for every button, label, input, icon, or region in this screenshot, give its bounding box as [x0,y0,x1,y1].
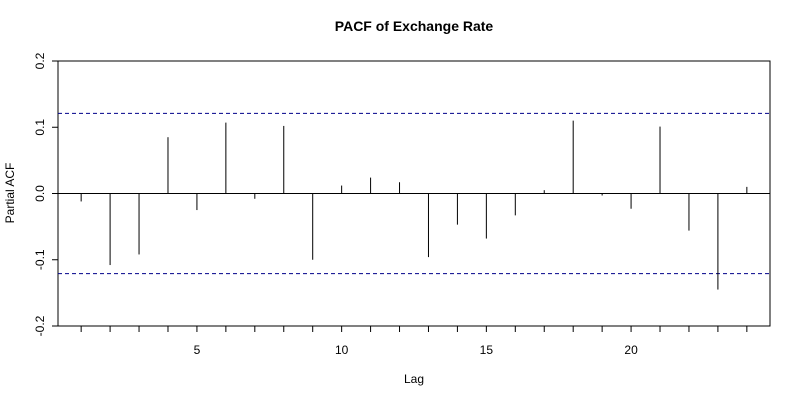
x-axis-label: Lag [404,372,424,386]
x-tick-label: 15 [480,343,494,357]
chart-title: PACF of Exchange Rate [335,18,494,34]
x-tick-label: 5 [194,343,201,357]
x-tick-label: 20 [624,343,638,357]
y-axis-label: Partial ACF [3,163,17,224]
y-tick-label: 0.0 [33,185,47,202]
y-tick-label: 0.1 [33,119,47,136]
y-tick-label: -0.1 [33,249,47,270]
y-tick-label: -0.2 [33,315,47,336]
x-tick-label: 10 [335,343,349,357]
plot-area: 5 10 15 20 -0.2 -0.1 0.0 0.1 0.2 [33,52,771,357]
y-tick-label: 0.2 [33,52,47,69]
